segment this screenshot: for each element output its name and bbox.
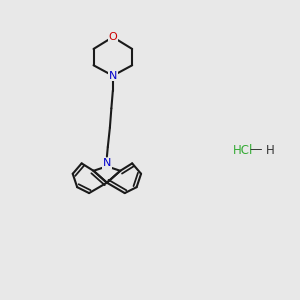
Text: N: N bbox=[103, 158, 111, 168]
Text: HCl: HCl bbox=[233, 143, 253, 157]
Text: N: N bbox=[109, 71, 117, 81]
Text: H: H bbox=[266, 143, 275, 157]
Text: —: — bbox=[249, 143, 262, 157]
Text: O: O bbox=[109, 32, 117, 42]
